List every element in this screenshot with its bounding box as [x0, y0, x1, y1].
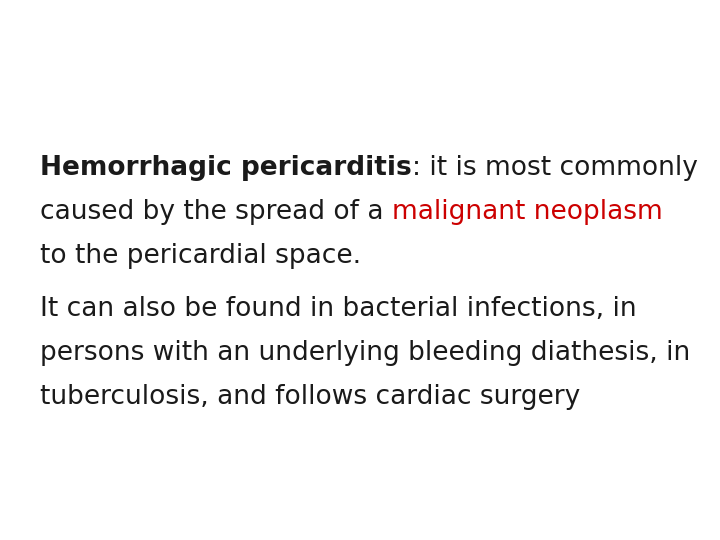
- Text: caused by the spread of a: caused by the spread of a: [40, 199, 392, 225]
- Text: persons with an underlying bleeding diathesis, in: persons with an underlying bleeding diat…: [40, 340, 690, 366]
- Text: Hemorrhagic pericarditis: Hemorrhagic pericarditis: [40, 155, 412, 181]
- Text: tuberculosis, and follows cardiac surgery: tuberculosis, and follows cardiac surger…: [40, 384, 580, 410]
- Text: to the pericardial space.: to the pericardial space.: [40, 243, 361, 269]
- Text: It can also be found in bacterial infections, in: It can also be found in bacterial infect…: [40, 296, 636, 322]
- Text: malignant neoplasm: malignant neoplasm: [392, 199, 662, 225]
- Text: : it is most commonly: : it is most commonly: [412, 155, 698, 181]
